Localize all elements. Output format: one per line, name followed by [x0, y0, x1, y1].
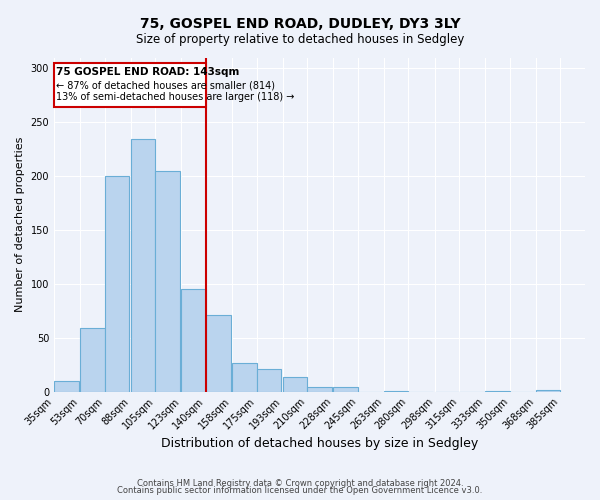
X-axis label: Distribution of detached houses by size in Sedgley: Distribution of detached houses by size … [161, 437, 478, 450]
Bar [155, 170, 180, 392]
Bar [131, 140, 155, 392]
Bar [536, 390, 560, 392]
Text: Contains HM Land Registry data © Crown copyright and database right 2024.: Contains HM Land Registry data © Crown c… [137, 478, 463, 488]
Bar [307, 388, 332, 392]
Bar [485, 390, 510, 392]
Bar [206, 315, 230, 392]
Bar [283, 376, 307, 392]
Bar [257, 369, 281, 392]
Text: 75 GOSPEL END ROAD: 143sqm: 75 GOSPEL END ROAD: 143sqm [56, 67, 239, 77]
Bar [80, 328, 104, 392]
Bar [384, 390, 409, 392]
Bar [333, 388, 358, 392]
Bar [181, 290, 206, 392]
Bar [104, 176, 129, 392]
Text: 75, GOSPEL END ROAD, DUDLEY, DY3 3LY: 75, GOSPEL END ROAD, DUDLEY, DY3 3LY [140, 18, 460, 32]
Bar [54, 381, 79, 392]
FancyBboxPatch shape [54, 63, 206, 107]
Text: Size of property relative to detached houses in Sedgley: Size of property relative to detached ho… [136, 32, 464, 46]
Y-axis label: Number of detached properties: Number of detached properties [15, 137, 25, 312]
Text: 13% of semi-detached houses are larger (118) →: 13% of semi-detached houses are larger (… [56, 92, 295, 102]
Text: Contains public sector information licensed under the Open Government Licence v3: Contains public sector information licen… [118, 486, 482, 495]
Text: ← 87% of detached houses are smaller (814): ← 87% of detached houses are smaller (81… [56, 80, 275, 90]
Bar [232, 362, 257, 392]
